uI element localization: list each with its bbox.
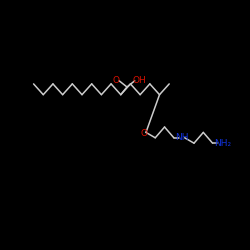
- Text: NH: NH: [175, 132, 188, 141]
- Text: O: O: [141, 129, 148, 138]
- Text: O: O: [112, 76, 119, 85]
- Text: OH: OH: [132, 76, 146, 85]
- Text: NH₂: NH₂: [214, 139, 231, 148]
